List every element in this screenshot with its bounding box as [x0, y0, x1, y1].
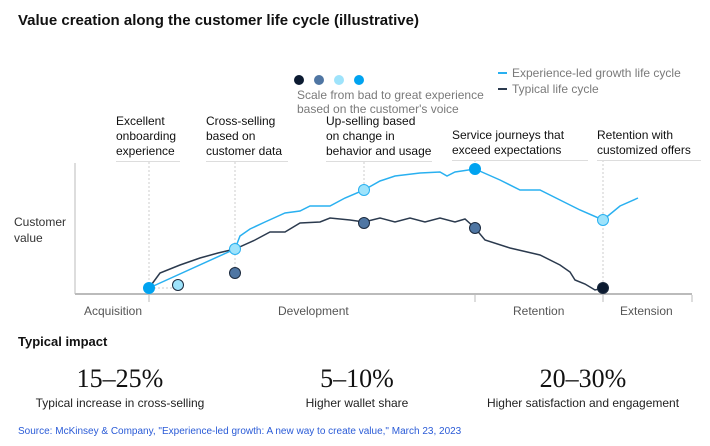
- annotation-leaders: [148, 160, 604, 289]
- scale-legend-text: Scale from bad to great experience based…: [297, 88, 484, 116]
- stat-value: 15–25%: [76, 364, 164, 393]
- impact-stat-satisfaction: 20–30% Higher satisfaction and engagemen…: [473, 364, 693, 410]
- annotation-retention: Retention with customized offers: [597, 128, 701, 161]
- point-upsell-good: [358, 184, 370, 196]
- annotation-onboarding: Excellent onboarding experience: [116, 114, 180, 162]
- stat-label: Typical increase in cross-selling: [35, 396, 205, 410]
- annotation-cross-selling: Cross-selling based on customer data: [206, 114, 288, 162]
- stat-label: Higher satisfaction and engagement: [486, 396, 680, 410]
- phase-extension: Extension: [620, 304, 673, 318]
- y-axis-label: Customer value: [14, 215, 67, 245]
- legend-typical-label: Typical life cycle: [512, 82, 599, 96]
- stat-label: Higher wallet share: [305, 396, 409, 410]
- stat-value: 5–10%: [320, 364, 394, 393]
- point-retention-good: [597, 214, 609, 226]
- point-upsell-poor: [358, 217, 370, 229]
- point-crosssell-good: [229, 243, 241, 255]
- impact-stat-wallet-share: 5–10% Higher wallet share: [247, 364, 467, 410]
- legend-dot-great: [354, 75, 364, 85]
- point-onboarding-good: [172, 279, 184, 291]
- typical-life-cycle-line: [148, 217, 604, 291]
- annotation-service-journeys: Service journeys that exceed expectation…: [452, 128, 588, 161]
- phase-retention: Retention: [513, 304, 565, 318]
- impact-heading: Typical impact: [18, 334, 108, 349]
- phase-ticks: [148, 295, 693, 302]
- diagram-graphics: [74, 72, 693, 302]
- point-onboarding-great: [143, 282, 155, 294]
- phase-development: Development: [278, 304, 349, 318]
- stat-value: 20–30%: [539, 364, 627, 393]
- impact-stat-cross-selling: 15–25% Typical increase in cross-selling: [10, 364, 230, 410]
- legend-experience-label: Experience-led growth life cycle: [512, 66, 681, 80]
- legend-dot-poor: [314, 75, 324, 85]
- scale-legend-line2: based on the customer's voice: [297, 102, 459, 116]
- point-crosssell-poor: [229, 267, 241, 279]
- point-retention-bad: [597, 282, 609, 294]
- point-service-poor: [469, 222, 481, 234]
- source-note: Source: McKinsey & Company, "Experience-…: [18, 426, 462, 437]
- phase-acquisition: Acquisition: [84, 304, 143, 318]
- chart-title: Value creation along the customer life c…: [18, 12, 419, 29]
- scale-legend-line1: Scale from bad to great experience: [297, 88, 484, 102]
- experience-led-life-cycle-line: [148, 168, 639, 289]
- legend-dot-good: [334, 75, 344, 85]
- legend-dot-bad: [294, 75, 304, 85]
- point-service-great: [469, 163, 481, 175]
- annotation-up-selling: Up-selling based on change in behavior a…: [326, 114, 432, 162]
